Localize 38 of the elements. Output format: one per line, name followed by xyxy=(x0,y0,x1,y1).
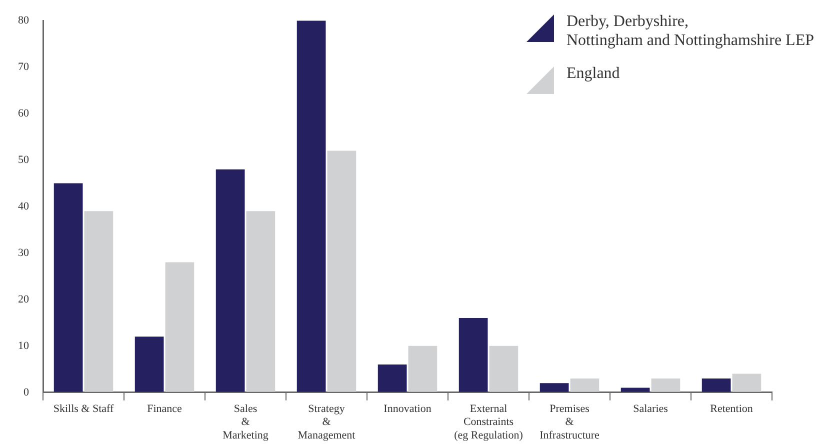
y-tick-label: 0 xyxy=(24,386,30,398)
y-tick-label: 40 xyxy=(18,200,30,212)
bar xyxy=(378,364,407,392)
bar xyxy=(216,169,245,392)
x-tick-label: Salaries xyxy=(633,402,668,415)
y-tick-label: 80 xyxy=(18,14,30,26)
legend-label: England xyxy=(566,64,620,83)
y-tick-label: 20 xyxy=(18,293,30,306)
bar xyxy=(732,374,762,392)
bar xyxy=(458,318,488,392)
y-tick-label: 30 xyxy=(18,246,30,259)
bar xyxy=(489,346,518,392)
bar xyxy=(327,150,356,392)
x-tick-label: Innovation xyxy=(384,402,432,415)
bar xyxy=(540,383,569,392)
bar xyxy=(165,262,194,392)
x-tick-label: Retention xyxy=(710,402,754,415)
bar xyxy=(54,183,83,392)
bar xyxy=(84,211,114,392)
x-tick-label: Sales & Marketing xyxy=(222,402,269,442)
bar xyxy=(651,378,680,392)
y-tick-label: 50 xyxy=(18,154,30,166)
y-tick-label: 10 xyxy=(18,340,30,352)
legend-label: Derby, Derbyshire, Nottingham and Nottinghamshire LEP xyxy=(566,12,814,50)
bar xyxy=(570,378,600,392)
x-tick-label: Finance xyxy=(147,402,182,415)
x-tick-label: Skills & Staff xyxy=(53,402,114,415)
x-tick-label: Strategy & Management xyxy=(298,402,356,442)
bar xyxy=(620,388,650,392)
y-tick-label: 70 xyxy=(18,60,30,73)
bar xyxy=(702,378,731,392)
bar xyxy=(246,211,276,392)
bar xyxy=(296,20,326,392)
y-tick-label: 60 xyxy=(18,107,30,120)
x-tick-label: External Constraints (eg Regulation) xyxy=(454,402,524,442)
bar xyxy=(134,336,164,392)
bar xyxy=(408,346,438,392)
x-tick-label: Premises & Infrastructure xyxy=(540,402,600,442)
